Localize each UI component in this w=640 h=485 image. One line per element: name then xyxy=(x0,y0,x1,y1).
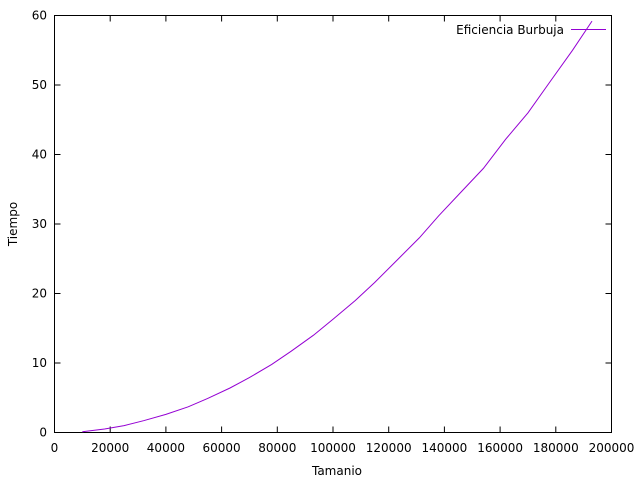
series-line-0 xyxy=(82,20,593,433)
x-tick-label: 0 xyxy=(51,441,59,455)
y-tick-label: 40 xyxy=(32,148,47,162)
y-tick-label: 20 xyxy=(32,287,47,301)
plot-frame xyxy=(54,15,612,433)
legend: Eficiencia Burbuja xyxy=(456,23,606,37)
x-tick-label: 100000 xyxy=(310,441,356,455)
x-tick-label: 80000 xyxy=(258,441,296,455)
y-tick-label: 0 xyxy=(39,426,47,440)
x-tick-label: 140000 xyxy=(421,441,467,455)
x-tick-label: 160000 xyxy=(477,441,523,455)
legend-label: Eficiencia Burbuja xyxy=(456,23,564,37)
y-tick-label: 10 xyxy=(32,356,47,370)
y-tick-label: 30 xyxy=(32,217,47,231)
x-tick-label: 60000 xyxy=(203,441,241,455)
series-layer xyxy=(82,20,593,433)
x-tick-label: 20000 xyxy=(91,441,129,455)
y-axis-label: Tiempo xyxy=(6,202,20,247)
y-tick-label: 50 xyxy=(32,78,47,92)
x-axis: 0 20000 40000 60000 80000 100000 120000 140000 1… xyxy=(51,15,635,455)
x-tick-label: 180000 xyxy=(533,441,579,455)
x-tick-label: 200000 xyxy=(589,441,635,455)
x-tick-label: 40000 xyxy=(147,441,185,455)
x-axis-label: Tamanio xyxy=(311,464,362,478)
x-tick-label: 120000 xyxy=(366,441,412,455)
y-tick-label: 60 xyxy=(32,9,47,23)
y-axis: 0 10 20 30 40 50 60 xyxy=(32,9,612,440)
